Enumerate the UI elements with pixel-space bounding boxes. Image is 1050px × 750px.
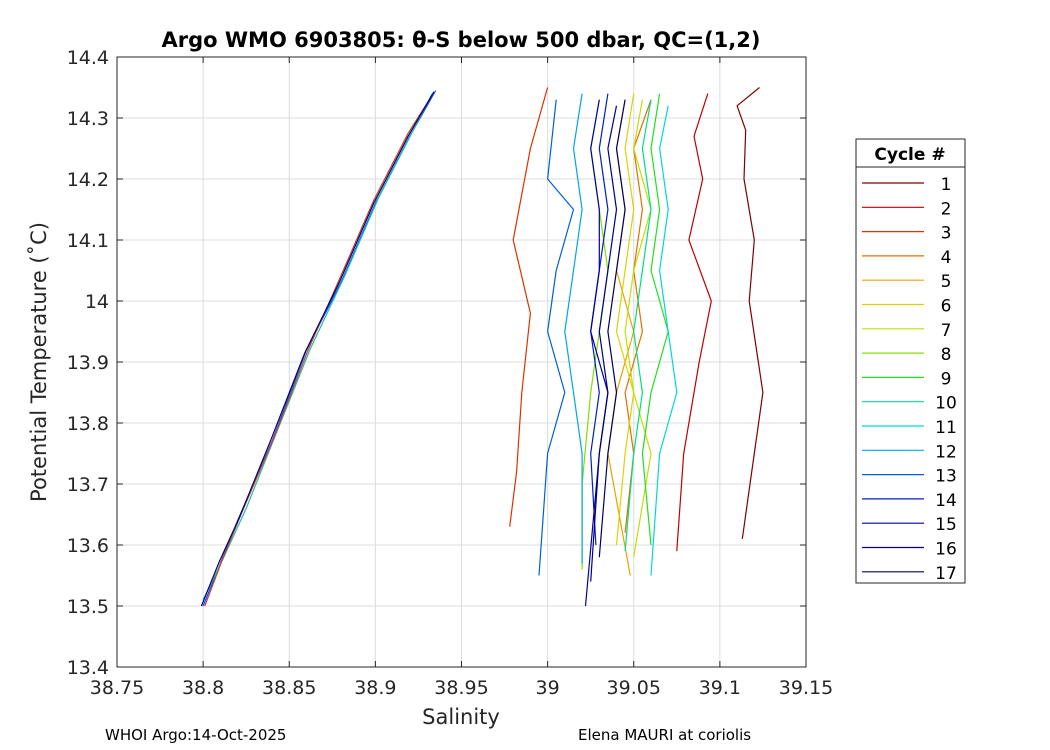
legend-label-3: 3 <box>941 224 952 244</box>
footer-right: Elena MAURI at coriolis <box>578 726 752 744</box>
y-tick-label: 14.4 <box>67 47 109 69</box>
y-tick-label: 13.4 <box>67 657 109 679</box>
x-tick-label: 39.05 <box>607 677 661 699</box>
series-line-1 <box>736 87 764 539</box>
x-axis-label: Salinity <box>422 705 500 729</box>
y-tick-label: 13.5 <box>67 596 109 618</box>
legend-label-9: 9 <box>941 369 952 389</box>
series-line-extra-20 <box>200 91 435 607</box>
y-tick-label: 14.3 <box>67 108 109 130</box>
y-axis-label: Potential Temperature (˚C) <box>27 222 51 502</box>
legend-label-15: 15 <box>935 515 957 535</box>
y-tick-label: 13.6 <box>67 535 109 557</box>
legend-label-17: 17 <box>935 564 957 584</box>
y-tick-label: 14 <box>85 291 109 313</box>
x-tick-label: 38.8 <box>182 677 224 699</box>
legend-label-1: 1 <box>941 175 952 195</box>
series-line-3 <box>509 87 549 527</box>
series-layer <box>200 87 764 607</box>
series-line-2 <box>676 93 712 552</box>
series-line-7 <box>624 99 652 558</box>
legend-label-2: 2 <box>941 199 952 219</box>
x-tick-label: 38.85 <box>262 677 316 699</box>
series-line-10 <box>624 99 652 552</box>
series-line-6 <box>615 93 635 546</box>
legend-label-5: 5 <box>941 272 952 292</box>
legend-label-8: 8 <box>941 345 952 365</box>
legend-label-12: 12 <box>935 442 957 462</box>
y-tick-label: 14.2 <box>67 169 109 191</box>
y-tick-label: 13.8 <box>67 413 109 435</box>
y-axis-ticks: 13.4 13.5 13.6 13.7 13.8 13.9 14 14.1 14.2 14.3 14… <box>67 47 806 679</box>
footer-left: WHOI Argo:14-Oct-2025 <box>105 726 287 744</box>
legend-label-7: 7 <box>941 321 952 341</box>
chart-title: Argo WMO 6903805: θ-S below 500 dbar, QC… <box>162 28 761 52</box>
legend-title: Cycle # <box>874 145 945 165</box>
x-tick-label: 39.1 <box>699 677 741 699</box>
series-line-extra-19 <box>204 92 435 607</box>
y-tick-label: 13.9 <box>67 352 109 374</box>
series-line-17 <box>598 99 626 558</box>
x-tick-label: 39 <box>536 677 560 699</box>
series-line-13 <box>538 99 575 576</box>
x-tick-label: 38.9 <box>354 677 396 699</box>
x-axis-ticks: 38.75 38.8 38.85 38.9 38.95 39 39.05 39.1 39.15 <box>90 57 833 699</box>
legend-label-11: 11 <box>935 418 957 438</box>
legend-label-4: 4 <box>941 248 952 268</box>
y-tick-label: 13.7 <box>67 474 109 496</box>
legend-box <box>855 138 966 584</box>
legend-label-16: 16 <box>935 540 957 560</box>
legend-label-10: 10 <box>935 394 957 414</box>
series-line-9 <box>641 93 669 546</box>
legend-label-13: 13 <box>935 467 957 487</box>
legend-label-6: 6 <box>941 297 952 317</box>
series-line-extra-18 <box>202 93 433 601</box>
x-tick-label: 38.95 <box>434 677 488 699</box>
series-line-12 <box>564 93 583 564</box>
y-tick-label: 14.1 <box>67 230 109 252</box>
legend-label-14: 14 <box>935 491 957 511</box>
series-line-16 <box>590 105 618 582</box>
x-tick-label: 38.75 <box>90 677 144 699</box>
series-line-11 <box>650 105 678 576</box>
x-tick-label: 39.15 <box>779 677 833 699</box>
